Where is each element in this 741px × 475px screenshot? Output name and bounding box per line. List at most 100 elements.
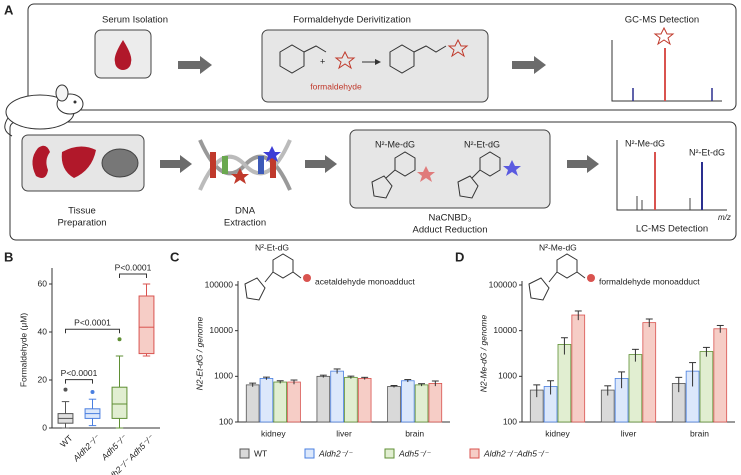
box <box>138 295 155 355</box>
peak-label: N²-Et-dG <box>689 147 725 157</box>
y-tick-label: 10000 <box>209 325 233 335</box>
step-label: DNA <box>235 206 256 217</box>
star <box>653 26 675 46</box>
step-label: Preparation <box>57 218 106 229</box>
step-label: LC-MS Detection <box>636 224 708 235</box>
panel-label: D <box>455 249 464 264</box>
legend-label: Aldh2⁻/⁻ <box>318 448 354 458</box>
y-tick-label: 100000 <box>489 279 518 289</box>
bar <box>642 322 657 423</box>
step-label: Tissue <box>68 206 96 217</box>
bar <box>287 381 301 423</box>
y-tick-label: 100000 <box>205 279 234 289</box>
x-tick-label: liver <box>336 428 352 438</box>
bar <box>699 351 714 423</box>
bar <box>344 376 358 423</box>
box <box>111 386 128 419</box>
legend-swatch <box>469 448 480 459</box>
outlier <box>90 390 95 394</box>
arrow <box>160 155 192 173</box>
bar <box>414 384 429 423</box>
bar <box>571 314 586 423</box>
mouse <box>4 84 84 137</box>
molecule <box>279 44 447 74</box>
adduct-star <box>303 274 311 282</box>
kidney <box>32 145 50 178</box>
bar <box>245 384 260 423</box>
blood-drop <box>114 40 132 70</box>
y-tick-label: 20 <box>38 374 48 384</box>
star <box>417 166 435 182</box>
legend-swatch <box>304 448 315 459</box>
arrow <box>512 56 546 74</box>
y-tick-label: 0 <box>42 422 47 432</box>
x-tick-label: liver <box>621 428 637 438</box>
y-axis-label: Formaldehyde (μM) <box>18 313 28 388</box>
y-axis-label: N2-Et-dG / genome <box>194 316 204 390</box>
peak-label: N²-Me-dG <box>625 138 665 148</box>
step-label: GC-MS Detection <box>625 15 699 26</box>
panel-label: C <box>170 249 180 264</box>
annotation: formaldehyde monoadduct <box>599 276 700 286</box>
brain <box>101 148 139 178</box>
bar <box>628 354 643 423</box>
p-value: P<0.0001 <box>74 317 111 327</box>
x-tick-label: kidney <box>261 428 286 438</box>
p-value: P<0.0001 <box>115 262 152 272</box>
y-tick-label: 40 <box>38 326 48 336</box>
legend-swatch <box>239 448 250 459</box>
reagent-label: formaldehyde <box>310 81 362 91</box>
arrow <box>567 155 599 173</box>
adduct-structures <box>371 151 501 199</box>
x-tick-label: Aldh2⁻/⁻ <box>70 432 102 464</box>
molecule <box>528 277 550 301</box>
step-label: Serum Isolation <box>102 15 168 26</box>
bar <box>713 328 728 423</box>
y-tick-label: 10000 <box>493 325 517 335</box>
p-value: P<0.0001 <box>61 368 98 378</box>
arrow <box>305 155 337 173</box>
dna-helix <box>198 139 292 191</box>
molecule <box>548 271 586 283</box>
inset-title: N²-Et-dG <box>255 242 289 252</box>
adduct-label: N²-Me-dG <box>375 139 415 149</box>
step-label: Extraction <box>224 218 266 229</box>
x-tick-label: brain <box>690 428 709 438</box>
adduct-box <box>349 129 551 209</box>
significance-bracket <box>65 328 120 334</box>
molecule <box>264 271 302 283</box>
y-tick-label: 60 <box>38 278 48 288</box>
significance-bracket <box>65 379 93 384</box>
y-tick-label: 100 <box>503 416 517 426</box>
bar <box>273 381 288 423</box>
bar <box>357 378 372 423</box>
molecule <box>244 277 266 301</box>
spectrum-axis <box>611 40 722 102</box>
bar <box>316 375 331 423</box>
x-tick-label: WT <box>58 433 74 449</box>
x-tick-label: brain <box>405 428 424 438</box>
annotation: acetaldehyde monoadduct <box>315 276 415 286</box>
y-tick-label: 1000 <box>214 371 233 381</box>
bar <box>400 380 415 423</box>
reaction-box <box>261 29 489 103</box>
panel-label: B <box>4 249 13 264</box>
bar <box>387 386 401 423</box>
y-tick-label: 1000 <box>498 371 517 381</box>
legend-swatch <box>384 448 395 459</box>
adduct-star <box>587 274 595 282</box>
liver <box>61 146 96 178</box>
star <box>334 50 356 70</box>
axis-label: m/z <box>718 213 731 222</box>
legend-label: Adh5⁻/⁻ <box>398 448 432 458</box>
x-tick-label: kidney <box>545 428 570 438</box>
legend-label: Aldh2⁻/⁻Adh5⁻/⁻ <box>483 448 550 458</box>
outlier <box>63 387 68 392</box>
step-label: Adduct Reduction <box>413 225 488 236</box>
bar <box>557 344 572 423</box>
bar <box>330 370 344 423</box>
y-tick-label: 100 <box>219 416 233 426</box>
significance-bracket <box>119 273 147 278</box>
star <box>447 38 469 58</box>
